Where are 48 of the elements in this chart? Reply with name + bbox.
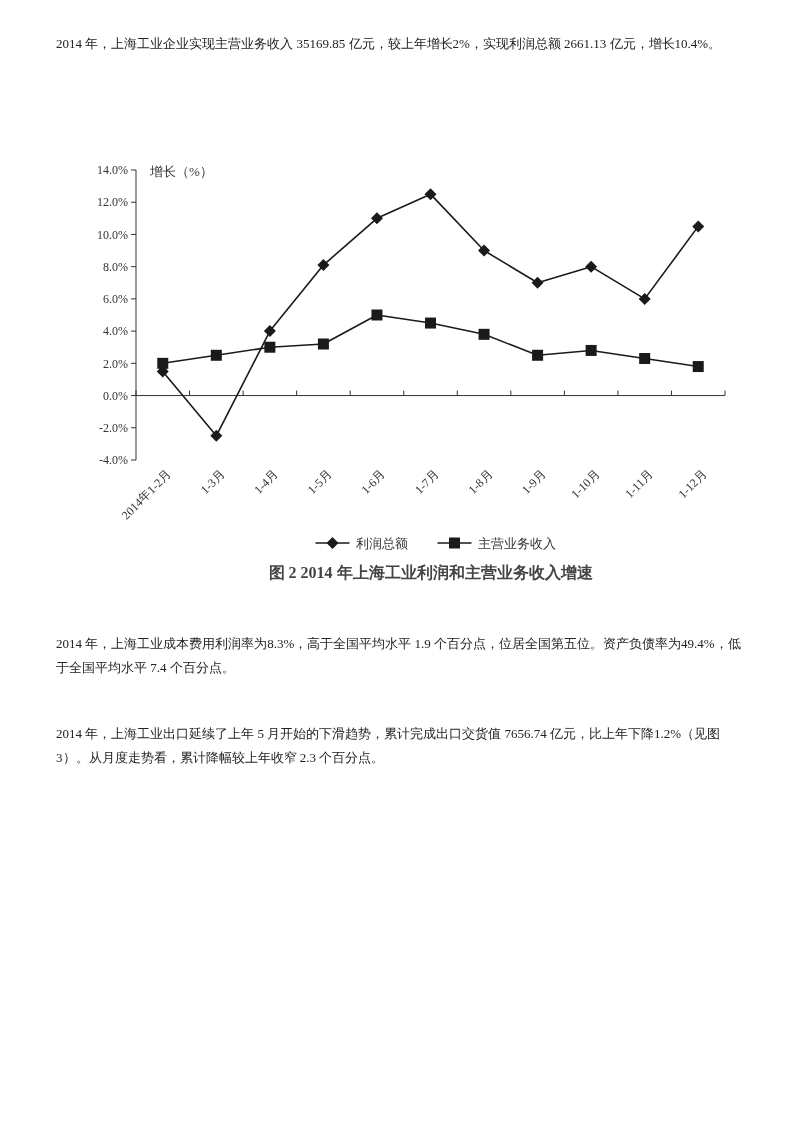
point [263, 325, 276, 338]
y-tick-label: 2.0% [103, 356, 128, 371]
text: 2014 年，上海工业成本费用利润率为8.3%，高于全国平均水平 1.9 个百分点，位居全国第五位。资产负债率为49.4%，低于全国平均水平 7.4 个百分点。 [56, 636, 741, 675]
point [370, 212, 383, 225]
point [532, 349, 544, 361]
y-tick-label: 0.0% [103, 388, 128, 403]
point [210, 349, 222, 361]
x-tick-label: 1-9月 [518, 467, 549, 497]
legend-label: 主营业务收入 [477, 535, 556, 551]
point [157, 357, 169, 369]
point [692, 220, 705, 233]
point [371, 309, 383, 321]
y-tick-label: 10.0% [97, 227, 128, 242]
point [585, 260, 598, 273]
point [639, 353, 651, 364]
point [692, 361, 704, 373]
x-tick-label: 1-10月 [568, 467, 603, 502]
point [424, 188, 437, 201]
y-tick-label: 12.0% [97, 195, 128, 210]
point [531, 276, 544, 289]
point [478, 244, 491, 257]
y-tick-label: -2.0% [99, 420, 128, 435]
x-tick-label: 1-4月 [251, 467, 281, 497]
x-tick-label: 1-11月 [622, 467, 656, 501]
text: 2014 年，上海工业企业实现主营业务收入 35169.85 亿元，较上年增长2%，实现利润总额 2661.13 亿元，增长10.4%。 [56, 36, 722, 51]
x-tick-label: 1-6月 [358, 467, 389, 497]
y-tick-label: 6.0% [103, 292, 128, 307]
point [264, 341, 276, 353]
y-tick-label: 8.0% [103, 259, 128, 274]
text: 图 2 2014 年上海工业利润和主营业务收入增速 [268, 563, 594, 581]
legend-label: 利润总额 [355, 535, 408, 551]
point [478, 328, 490, 340]
point [210, 429, 223, 442]
point [638, 292, 651, 305]
y-tick-label: 14.0% [97, 163, 128, 178]
x-tick-label: 1-12月 [675, 467, 710, 502]
x-tick-label: 1-5月 [304, 467, 335, 497]
point [317, 338, 329, 350]
x-tick-label: 1-7月 [411, 467, 442, 497]
y-tick-label: -4.0% [99, 453, 128, 468]
x-tick-label: 1-3月 [197, 467, 228, 497]
y-axis-title: 增长（%） [149, 164, 213, 179]
y-tick-label: 4.0% [103, 324, 128, 339]
text: 2014 年，上海工业出口延续了上年 5 月开始的下滑趋势，累计完成出口交货值 7656.74 亿元，比上年下降1.2%（见图 3）。从月度走势看，累计降幅较上年收窄 2.3 个百分点。 [56, 726, 724, 765]
point [585, 344, 597, 356]
point [425, 317, 436, 329]
x-tick-label: 1-8月 [465, 467, 496, 497]
point [317, 259, 330, 272]
